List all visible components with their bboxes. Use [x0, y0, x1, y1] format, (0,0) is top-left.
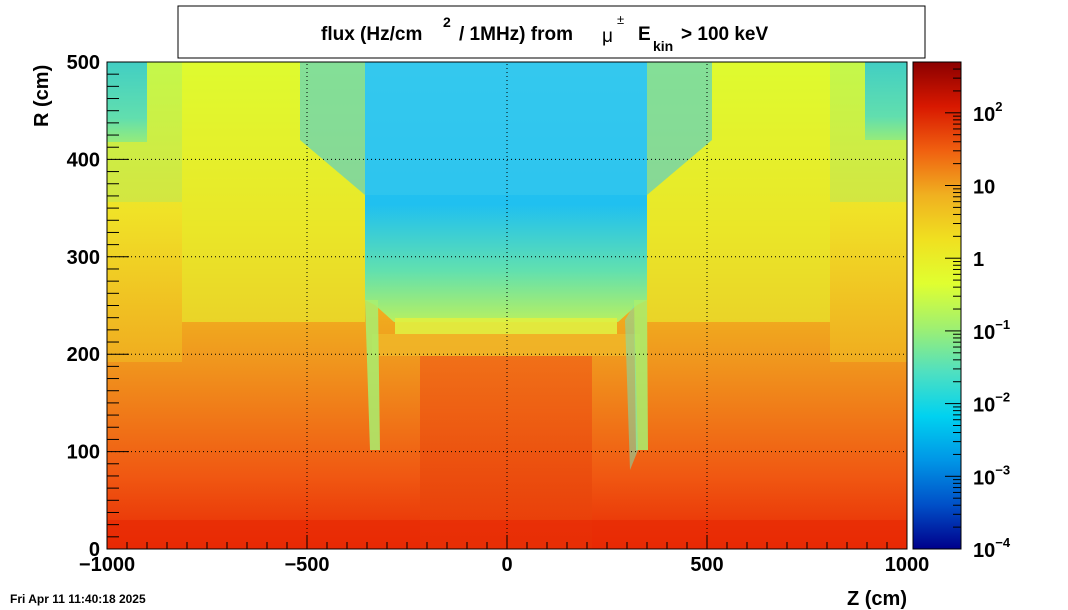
y-tick-label-2: 200	[67, 344, 100, 366]
x-axis: −1000 −500 0 500 1000	[79, 535, 929, 576]
heatmap-region-corner-right	[865, 62, 907, 140]
y-tick-label-5: 500	[67, 52, 100, 74]
chart-title: flux (Hz/cm 2 / 1MHz) from μ ± E kin > 1…	[321, 8, 768, 56]
x-tick-label-4: 1000	[885, 554, 930, 576]
colorbar-tick-label-3: 10−1	[973, 317, 1010, 344]
title-box	[177, 5, 926, 59]
heatmap-field	[107, 62, 907, 549]
y-tick-label-4: 400	[67, 149, 100, 171]
x-axis-label: Z (cm)	[847, 588, 907, 610]
x-tick-label-2: 0	[501, 554, 512, 576]
heatmap-region-edge-left	[365, 300, 380, 450]
heatmap-region-inner-tier	[372, 334, 640, 356]
heatmap-region-corner-right-halo	[830, 62, 907, 202]
colorbar-tick-label-6: 10−4	[973, 535, 1011, 562]
colorbar-axis: 102 10 1 10−1 10−2 10−3 10−4	[945, 61, 1011, 562]
y-tick-label-1: 100	[67, 442, 100, 464]
colorbar-tick-label-0: 102	[973, 99, 1002, 126]
y-tick-label-0: 0	[89, 539, 100, 561]
y-tick-label-3: 300	[67, 247, 100, 269]
heatmap-region-inner-core	[420, 356, 592, 549]
x-tick-label-0: −1000	[79, 554, 135, 576]
heatmap-region-shoulder-band	[395, 318, 617, 334]
colorbar-tick-label-5: 10−3	[973, 462, 1010, 489]
timestamp-label: Fri Apr 11 11:40:18 2025	[10, 592, 146, 606]
heatmap-region-edge-right-inner	[625, 305, 638, 470]
heatmap-region-corner-left	[107, 62, 147, 142]
x-tick-label-3: 500	[690, 554, 723, 576]
colorbar-tick-label-4: 10−2	[973, 390, 1010, 417]
heatmap-region-edge-right	[634, 300, 648, 450]
y-axis: 0 100 200 300 400 500	[67, 52, 129, 561]
colorbar-tick-label-1: 10	[973, 177, 995, 199]
heatmap-region-corner-left-halo	[107, 62, 182, 202]
grid-lines	[107, 62, 907, 549]
heatmap-region-dome-shoulder	[300, 62, 712, 195]
y-axis-label: R (cm)	[31, 65, 53, 127]
colorbar-tick-label-2: 1	[973, 249, 984, 271]
colorbar	[912, 61, 962, 550]
x-tick-label-1: −500	[284, 554, 329, 576]
